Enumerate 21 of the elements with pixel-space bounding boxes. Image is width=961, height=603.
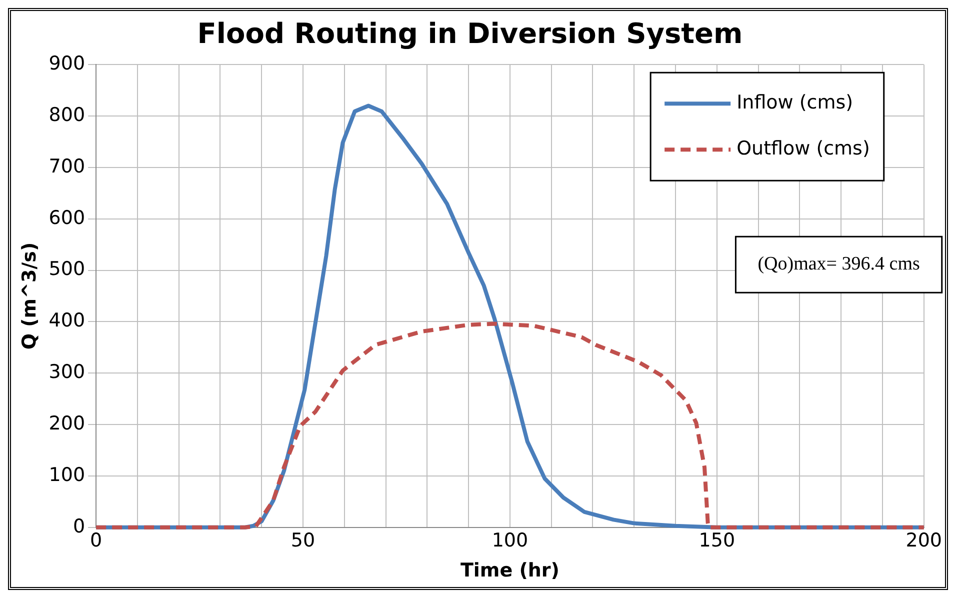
legend-label: Inflow (cms) [736, 92, 854, 114]
x-tick-label: 50 [290, 530, 316, 552]
legend-label: Outflow (cms) [736, 138, 870, 160]
x-tick-label: 150 [698, 530, 736, 552]
y-tick-label: 500 [48, 258, 86, 280]
y-tick-label: 0 [72, 515, 86, 538]
y-tick-label: 900 [48, 52, 86, 75]
y-tick-label: 400 [48, 310, 86, 332]
y-tick-label: 800 [48, 104, 86, 126]
x-axis-title: Time (hr) [460, 560, 560, 582]
y-axis-title: Q (m^3/s) [18, 242, 40, 350]
y-tick-label: 300 [48, 361, 86, 384]
x-tick-label: 200 [906, 530, 942, 552]
y-tick-label: 600 [48, 206, 86, 229]
y-tick-label: 200 [48, 412, 86, 434]
y-tick-label: 100 [48, 464, 86, 486]
x-tick-label: 0 [90, 530, 102, 552]
x-tick-label: 100 [492, 530, 528, 552]
y-tick-label: 700 [48, 155, 86, 178]
annotation: (Qo)max= 396.4 cms [758, 254, 920, 275]
chart-title: Flood Routing in Diversion System [197, 17, 743, 50]
